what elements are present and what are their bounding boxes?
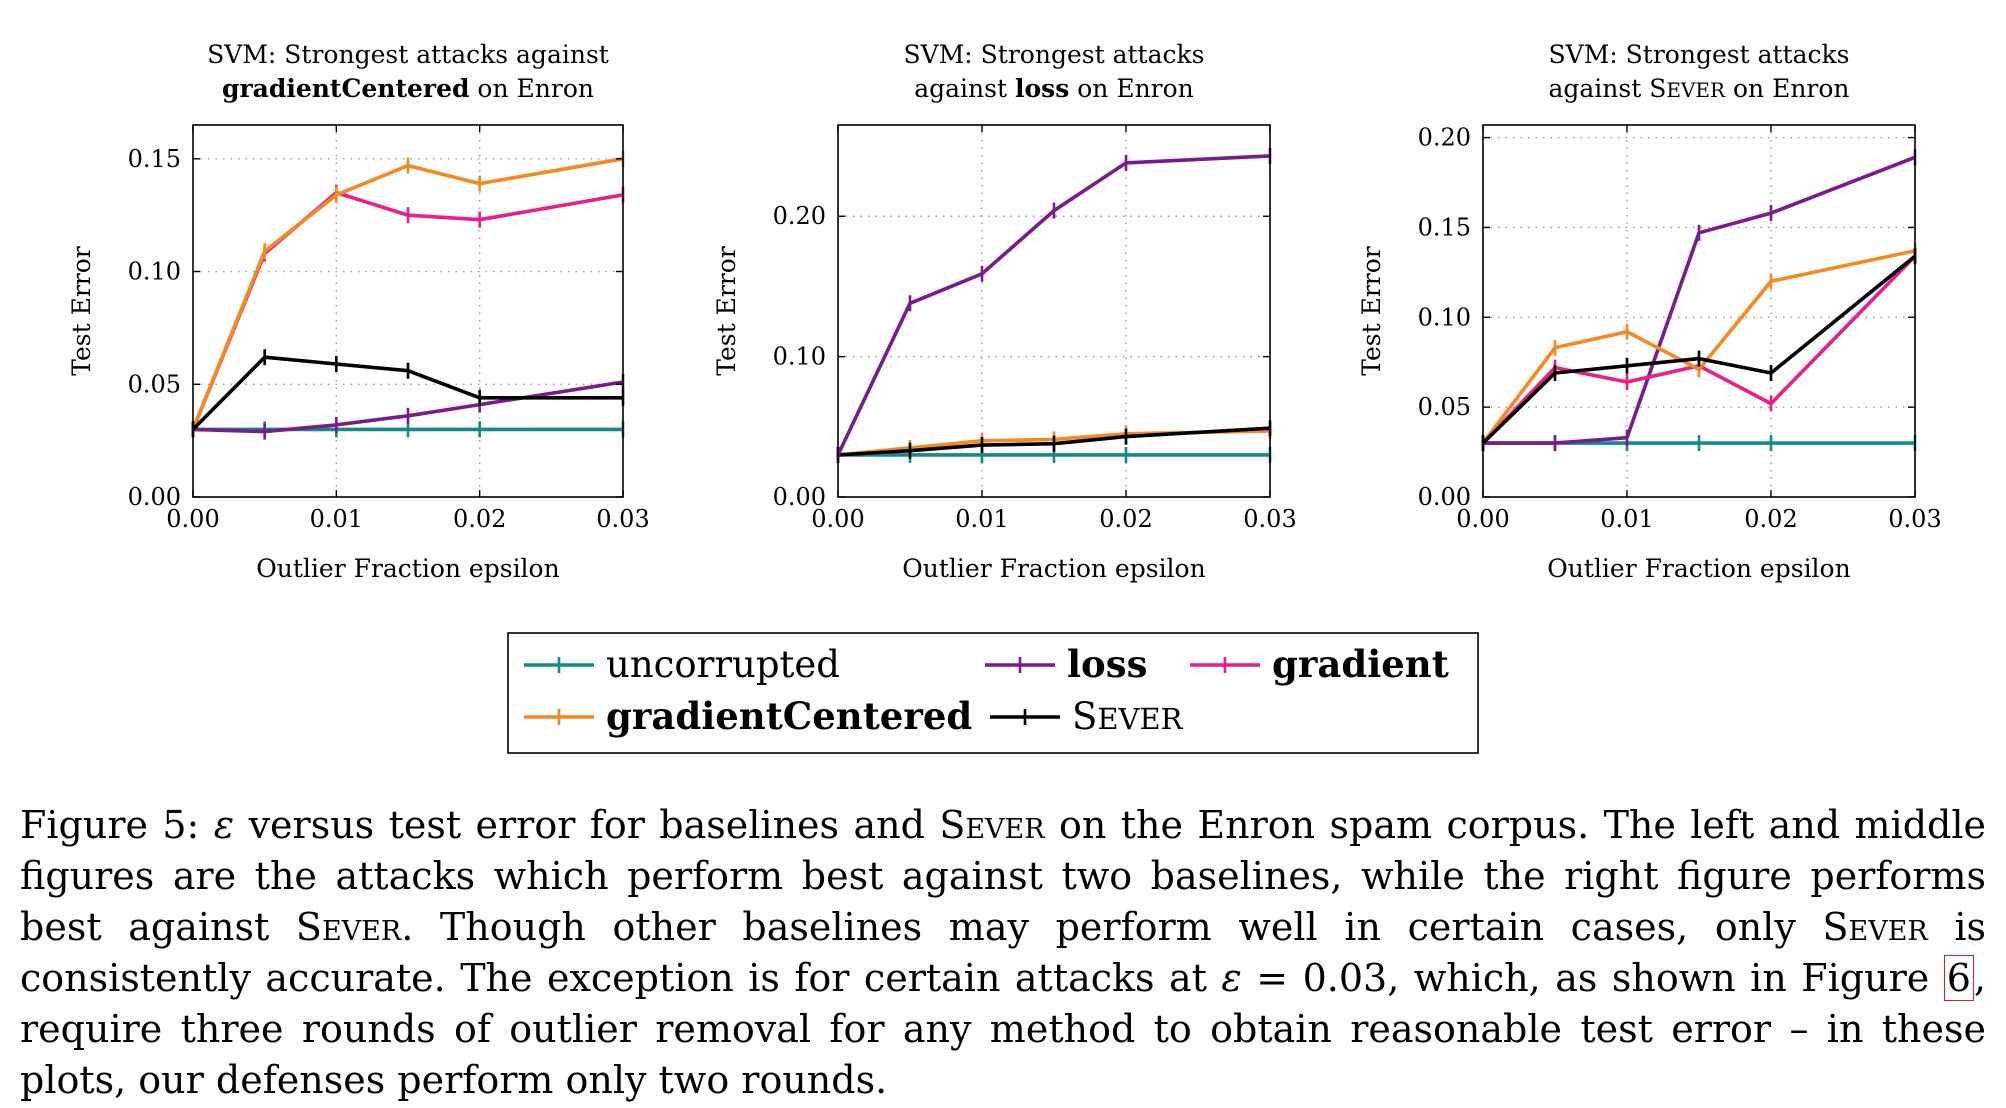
x-tick-label: 0.02: [1099, 505, 1152, 533]
legend-label: gradient: [1272, 642, 1449, 686]
series-line-gradientCentered: [837, 429, 1271, 457]
figure-canvas: SVM: Strongest attacks against gradientCe…: [67, 40, 1942, 754]
y-tick-label: 0.10: [773, 343, 826, 371]
figure-reference-link[interactable]: 6: [1943, 955, 1974, 1001]
x-tick-label: 0.03: [596, 505, 649, 533]
series-line-gradientCentered: [191, 157, 624, 431]
chart-title-line: against loss on Enron: [914, 74, 1194, 103]
y-tick-label: 0.15: [1418, 213, 1471, 241]
x-tick-label: 0.01: [955, 505, 1008, 533]
series-line-loss: [836, 154, 1271, 456]
chart-panel-2: SVM: Strongest attacks against loss on En…: [712, 40, 1297, 583]
caption-text: Sever: [1822, 905, 1928, 949]
legend-item-loss: loss: [985, 642, 1147, 686]
caption-text: , require three rounds of outlier remova…: [20, 956, 1986, 1102]
chart-title-line: SVM: Strongest attacks: [904, 40, 1205, 69]
chart-panel-3: SVM: Strongest attacks against SEVER on E…: [1357, 40, 1942, 583]
series-line-loss: [1483, 155, 1916, 445]
x-axis-label: Outlier Fraction epsilon: [256, 554, 559, 583]
x-tick-label: 0.00: [166, 505, 219, 533]
figure: SVM: Strongest attacks against gradientCe…: [67, 40, 1942, 754]
caption-text: . Though other baselines may perform wel…: [401, 905, 1823, 949]
chart-title-line: gradientCentered on Enron: [222, 74, 594, 103]
x-tick-label: 0.01: [310, 505, 363, 533]
legend-label: loss: [1067, 642, 1147, 686]
y-axis-label: Test Error: [1357, 246, 1386, 376]
y-tick-label: 0.10: [1418, 303, 1471, 331]
x-tick-label: 0.03: [1888, 505, 1941, 533]
legend: uncorrupted loss gradient gradientCentered S…: [507, 632, 1479, 754]
y-tick-label: 0.15: [128, 145, 181, 173]
series-line-gradient: [1481, 254, 1917, 445]
x-tick-label: 0.02: [453, 505, 506, 533]
caption-text: versus test error for baselines and: [234, 803, 940, 847]
y-tick-label: 0.05: [128, 370, 181, 398]
legend-item-uncorrupted: uncorrupted: [524, 643, 840, 686]
caption-text: ε: [213, 803, 235, 847]
caption-text: = 0.03, which, as shown in Figure: [1241, 956, 1944, 1000]
series-line-gradientCentered: [1481, 249, 1916, 445]
y-tick-label: 0.00: [773, 483, 826, 511]
series-line-sever: [837, 426, 1271, 457]
chart-title-line: SVM: Strongest attacks: [1549, 40, 1850, 69]
y-tick-label: 0.05: [1418, 393, 1471, 421]
caption-text: Sever: [939, 803, 1045, 847]
y-tick-label: 0.20: [1418, 124, 1471, 152]
axes-frame: [192, 124, 624, 498]
chart-title-line: SVM: Strongest attacks against: [207, 40, 609, 69]
x-tick-label: 0.00: [811, 505, 864, 533]
caption-text: Sever: [295, 905, 402, 949]
x-axis-label: Outlier Fraction epsilon: [902, 554, 1205, 583]
y-tick-label: 0.00: [128, 483, 181, 511]
y-tick-label: 0.00: [1418, 483, 1471, 511]
x-tick-label: 0.02: [1744, 505, 1797, 533]
caption-text: is consistently accurate. The exception …: [20, 905, 1987, 1000]
x-tick-label: 0.01: [1600, 505, 1653, 533]
legend-box: [507, 632, 1479, 754]
axes-frame: [837, 124, 1271, 498]
caption-text: on the Enron spam corpus. The left and m…: [20, 803, 1986, 949]
axes-frame: [1482, 124, 1916, 498]
legend-item-sever: SEVER: [990, 695, 1184, 738]
series-line-sever: [191, 355, 623, 431]
caption-text: ε: [1221, 956, 1242, 1000]
series-line-sever: [1481, 254, 1917, 445]
legend-label: SEVER: [1072, 695, 1184, 738]
series-line-loss: [192, 380, 624, 434]
y-axis-label: Test Error: [712, 246, 741, 376]
legend-item-gradientCentered: gradientCentered: [524, 694, 972, 738]
legend-label: gradientCentered: [606, 694, 972, 738]
chart-panel-1: SVM: Strongest attacks against gradientCe…: [67, 40, 650, 583]
x-tick-label: 0.00: [1456, 505, 1509, 533]
x-axis-label: Outlier Fraction epsilon: [1547, 554, 1850, 583]
x-tick-label: 0.03: [1243, 505, 1296, 533]
legend-label: uncorrupted: [606, 643, 840, 686]
y-tick-label: 0.20: [773, 202, 826, 230]
y-tick-label: 0.10: [128, 258, 181, 286]
caption-text: Figure 5:: [20, 803, 214, 847]
figure-caption: Figure 5: ε versus test error for baseli…: [20, 800, 1986, 1106]
y-axis-label: Test Error: [67, 246, 96, 376]
legend-item-gradient: gradient: [1190, 642, 1449, 686]
chart-title-line: against SEVER on Enron: [1548, 74, 1849, 103]
